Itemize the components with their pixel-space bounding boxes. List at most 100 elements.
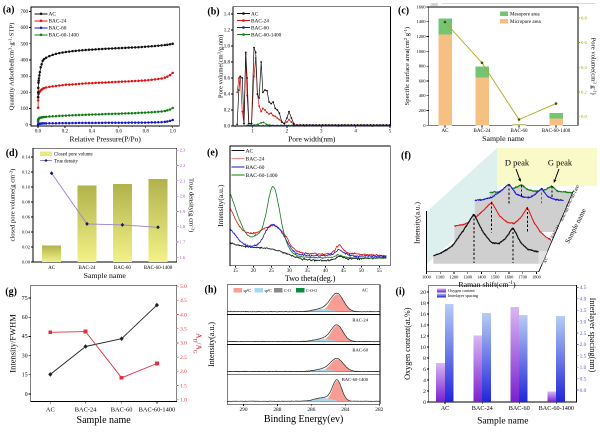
svg-text:AC: AC	[49, 12, 57, 18]
svg-text:(a): (a)	[3, 4, 15, 15]
svg-text:AC: AC	[362, 288, 368, 293]
svg-text:4.0: 4.0	[580, 297, 587, 303]
svg-text:45: 45	[341, 269, 347, 274]
svg-text:BAC-24: BAC-24	[472, 405, 493, 412]
svg-text:AD/AG: AD/AG	[192, 333, 204, 354]
svg-text:AC: AC	[441, 405, 450, 412]
svg-text:1.5: 1.5	[180, 383, 187, 389]
svg-text:BAC-60-1400: BAC-60-1400	[144, 266, 173, 271]
svg-text:18: 18	[420, 301, 426, 307]
svg-text:0.2: 0.2	[62, 129, 69, 134]
svg-text:(b): (b)	[207, 6, 219, 17]
svg-text:600: 600	[419, 78, 427, 83]
svg-text:0.5: 0.5	[580, 376, 587, 382]
svg-text:Sample name: Sample name	[77, 415, 132, 426]
svg-text:700: 700	[21, 10, 29, 15]
svg-text:Mesopore area: Mesopore area	[510, 13, 540, 18]
svg-text:4.5: 4.5	[180, 298, 187, 304]
svg-text:30: 30	[22, 353, 28, 359]
svg-text:15: 15	[22, 373, 28, 379]
svg-text:600: 600	[21, 26, 29, 31]
svg-text:20: 20	[420, 290, 426, 296]
svg-text:AC: AC	[48, 266, 56, 271]
svg-text:0: 0	[26, 123, 29, 128]
svg-text:0.8: 0.8	[581, 15, 587, 20]
svg-text:400: 400	[21, 59, 29, 64]
svg-text:1.2: 1.2	[224, 29, 231, 34]
svg-text:AC: AC	[246, 149, 254, 155]
svg-text:AC: AC	[251, 11, 259, 17]
svg-text:0.0: 0.0	[580, 388, 587, 394]
svg-text:3.0: 3.0	[180, 341, 187, 347]
svg-text:Binding Energy(ev): Binding Energy(ev)	[264, 414, 344, 425]
svg-text:500: 500	[21, 42, 29, 47]
svg-text:15: 15	[233, 269, 239, 274]
svg-text:282: 282	[375, 407, 383, 413]
svg-text:0.04: 0.04	[22, 230, 31, 235]
svg-text:1.0: 1.0	[170, 129, 177, 134]
svg-text:2.0: 2.0	[180, 369, 187, 375]
svg-text:290: 290	[239, 407, 247, 413]
svg-text:Sample name: Sample name	[482, 134, 525, 143]
svg-text:16: 16	[420, 312, 426, 318]
svg-text:3.5: 3.5	[180, 327, 187, 333]
svg-text:0.10: 0.10	[22, 185, 31, 190]
svg-text:BAC-60: BAC-60	[49, 26, 67, 32]
svg-text:1100: 1100	[436, 275, 445, 280]
svg-text:55: 55	[377, 269, 383, 274]
svg-text:1400: 1400	[477, 275, 487, 280]
svg-text:2.5: 2.5	[180, 355, 187, 361]
svg-text:0: 0	[25, 392, 28, 398]
svg-text:Quantity Adsorbed(cm3·g-1·STP): Quantity Adsorbed(cm3·g-1·STP)	[7, 23, 16, 111]
svg-text:200: 200	[21, 91, 29, 96]
svg-text:200: 200	[419, 108, 427, 113]
svg-text:Interlayer spacing(nm): Interlayer spacing(nm)	[588, 298, 597, 373]
svg-text:1.4: 1.4	[224, 13, 231, 18]
svg-text:14: 14	[420, 323, 426, 329]
svg-text:BAC-60: BAC-60	[246, 165, 265, 171]
svg-text:Relative Pressure(P/Po): Relative Pressure(P/Po)	[69, 134, 141, 143]
svg-text:3.5: 3.5	[580, 308, 587, 314]
svg-text:1.9: 1.9	[180, 209, 186, 214]
svg-text:1600: 1600	[416, 4, 426, 9]
svg-text:5.0: 5.0	[180, 284, 187, 290]
svg-text:1400: 1400	[416, 19, 426, 24]
svg-text:0.2: 0.2	[224, 109, 231, 114]
svg-text:1.0: 1.0	[224, 45, 231, 50]
svg-text:0.8: 0.8	[224, 61, 231, 66]
svg-text:Micropore area: Micropore area	[510, 20, 541, 25]
svg-text:1.0: 1.0	[180, 398, 187, 404]
svg-text:1000: 1000	[416, 49, 426, 54]
svg-text:BAC-60-1400: BAC-60-1400	[539, 405, 574, 412]
svg-text:Pore width(nm): Pore width(nm)	[288, 134, 336, 143]
svg-text:1.5: 1.5	[580, 354, 587, 360]
svg-text:2.0: 2.0	[580, 342, 587, 348]
svg-text:0.4: 0.4	[581, 65, 587, 70]
svg-text:Intensity(a.u.): Intensity(a.u.)	[216, 184, 225, 227]
svg-text:0.2: 0.2	[581, 89, 587, 94]
svg-text:0.12: 0.12	[22, 170, 31, 175]
svg-text:0.0: 0.0	[35, 129, 42, 134]
svg-text:D peak: D peak	[505, 158, 530, 168]
svg-text:BAC-60-1400: BAC-60-1400	[246, 173, 278, 179]
svg-text:sp³C: sp³C	[265, 288, 273, 293]
svg-text:AC: AC	[442, 129, 450, 134]
svg-text:0.06: 0.06	[22, 215, 31, 220]
svg-text:1: 1	[251, 129, 254, 134]
svg-text:1.6: 1.6	[180, 255, 186, 260]
svg-text:2.3: 2.3	[180, 148, 186, 153]
svg-text:0: 0	[423, 400, 426, 406]
svg-text:4.5: 4.5	[580, 285, 587, 291]
svg-text:BAC-60: BAC-60	[111, 407, 133, 414]
svg-text:100: 100	[21, 107, 29, 112]
svg-text:(e): (e)	[207, 148, 218, 159]
svg-text:300: 300	[21, 75, 29, 80]
svg-text:4.0: 4.0	[180, 312, 187, 318]
svg-text:BAC-60-1400: BAC-60-1400	[251, 32, 282, 38]
svg-text:0: 0	[423, 123, 426, 128]
svg-text:800: 800	[419, 64, 427, 69]
svg-text:Intensity(a.u.): Intensity(a.u.)	[413, 201, 422, 244]
svg-text:BAC-60: BAC-60	[509, 405, 530, 412]
svg-text:75: 75	[22, 296, 28, 302]
svg-text:45: 45	[22, 334, 28, 340]
